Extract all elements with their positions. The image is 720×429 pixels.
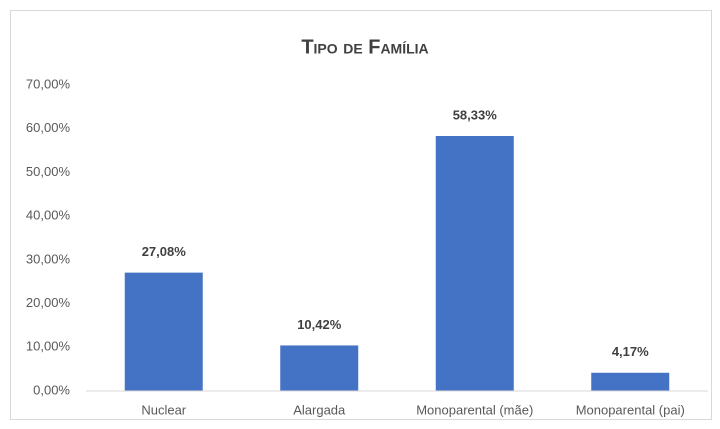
data-label: 4,17%: [612, 344, 649, 359]
x-tick-label: Nuclear: [141, 402, 186, 417]
y-tick-label: 50,00%: [26, 164, 71, 179]
y-tick-label: 60,00%: [26, 120, 71, 135]
x-tick-label: Alargada: [293, 402, 346, 417]
y-tick-label: 20,00%: [26, 295, 71, 310]
y-tick-label: 40,00%: [26, 208, 71, 223]
x-tick-label: Monoparental (pai): [576, 402, 685, 417]
bar: [591, 372, 670, 391]
y-tick-label: 30,00%: [26, 251, 71, 266]
chart-border: [10, 10, 712, 420]
data-label: 10,42%: [297, 317, 342, 332]
chart-title: Tipo de Família: [301, 36, 428, 58]
bar: [280, 345, 359, 391]
data-label: 58,33%: [453, 107, 498, 122]
y-tick-label: 0,00%: [33, 382, 70, 397]
bar: [124, 272, 203, 391]
bar: [435, 136, 514, 391]
y-tick-label: 10,00%: [26, 339, 71, 354]
data-label: 27,08%: [142, 244, 187, 259]
x-tick-label: Monoparental (mãe): [416, 402, 533, 417]
y-tick-label: 70,00%: [26, 76, 71, 91]
